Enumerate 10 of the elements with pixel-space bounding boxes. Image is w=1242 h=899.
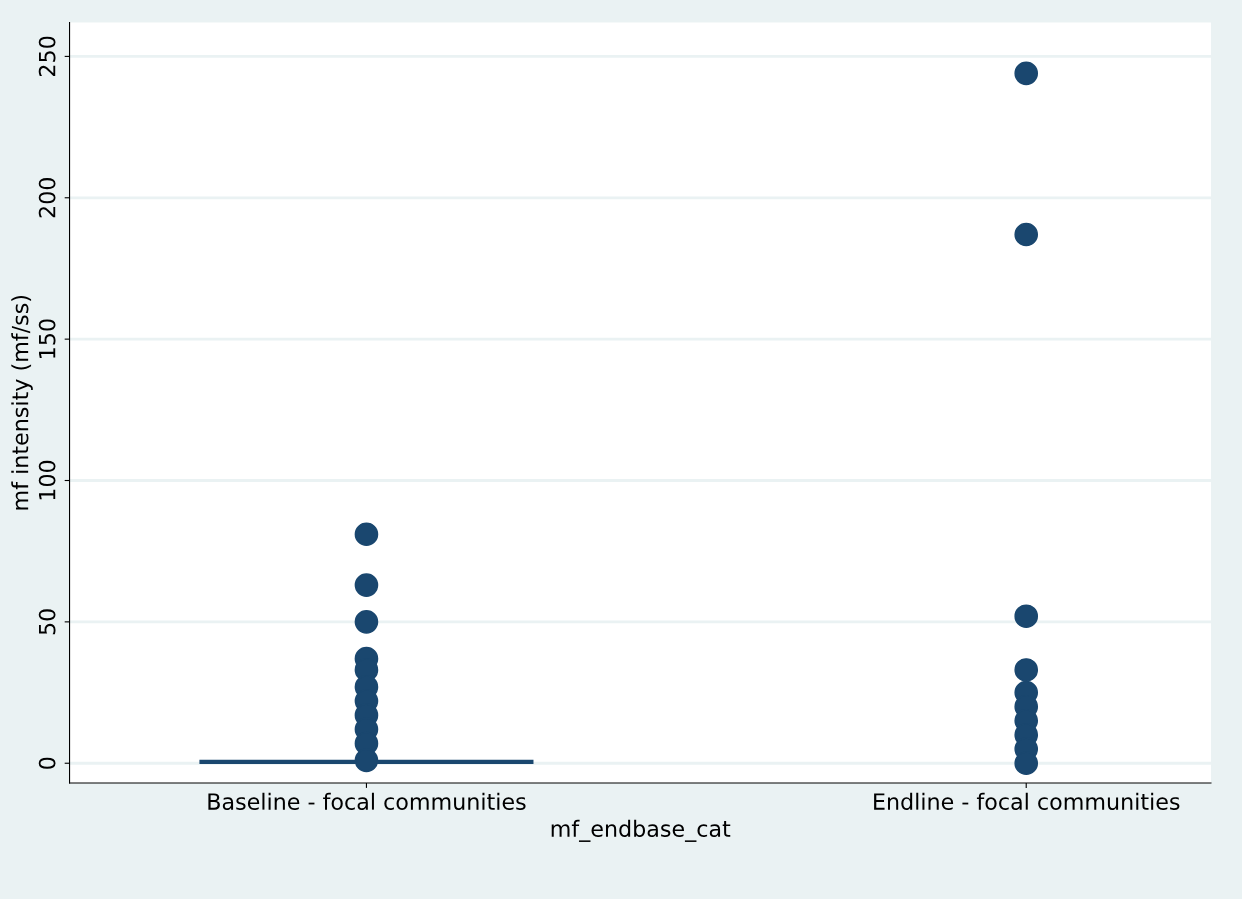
x-tick-label: Baseline - focal communities: [208, 792, 526, 810]
y-tick-label: 100: [38, 460, 56, 500]
y-tick-label: 50: [38, 609, 56, 635]
x-tick-label: Endline - focal communities: [874, 792, 1180, 810]
y-tick-label: 250: [38, 36, 56, 76]
y-tick-label: 0: [38, 757, 56, 769]
y-tick-label: 150: [38, 319, 56, 358]
y-tick-label: 200: [38, 178, 56, 218]
y-axis-title: mf intensity (mf/ss): [11, 295, 33, 510]
x-axis-title: mf_endbase_cat: [551, 819, 731, 842]
